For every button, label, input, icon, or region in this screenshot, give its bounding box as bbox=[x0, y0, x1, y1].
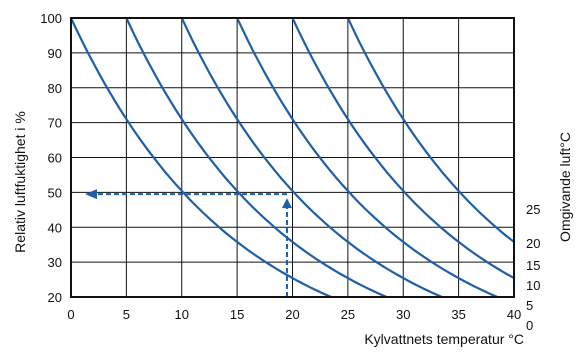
x-tick-25: 25 bbox=[341, 307, 355, 322]
curve-labels: 0 5 10 15 20 25 bbox=[526, 202, 540, 333]
x-tick-labels: 0 5 10 15 20 25 30 35 40 bbox=[67, 307, 521, 322]
y-tick-20: 20 bbox=[48, 290, 62, 305]
y-tick-30: 30 bbox=[48, 255, 62, 270]
right-axis-title: Omgivande luft°C bbox=[557, 132, 573, 242]
y-tick-labels: 20 30 40 50 60 70 80 90 100 bbox=[40, 11, 62, 305]
curve-10 bbox=[180, 18, 445, 297]
curve-label-10: 10 bbox=[526, 278, 540, 293]
y-tick-80: 80 bbox=[48, 81, 62, 96]
example-up-arrow bbox=[281, 198, 292, 209]
curve-20 bbox=[291, 18, 514, 280]
curves bbox=[71, 18, 514, 297]
y-tick-50: 50 bbox=[48, 185, 62, 200]
y-tick-90: 90 bbox=[48, 46, 62, 61]
x-tick-0: 0 bbox=[67, 307, 74, 322]
curve-0 bbox=[71, 18, 335, 297]
curve-label-20: 20 bbox=[526, 236, 540, 251]
curve-label-15: 15 bbox=[526, 258, 540, 273]
curve-label-0: 0 bbox=[526, 318, 533, 333]
curve-25 bbox=[346, 18, 514, 243]
y-tick-40: 40 bbox=[48, 220, 62, 235]
y-axis-title: Relativ luftfuktighet i % bbox=[12, 111, 28, 253]
example-reading bbox=[85, 189, 292, 297]
example-left-arrow bbox=[85, 189, 97, 200]
x-axis-title: Kylvattnets temperatur °C bbox=[364, 331, 524, 347]
y-tick-70: 70 bbox=[48, 116, 62, 131]
grid bbox=[70, 17, 515, 298]
x-tick-35: 35 bbox=[451, 307, 465, 322]
plot-border bbox=[70, 17, 515, 298]
plot-frame bbox=[70, 17, 515, 298]
curve-5 bbox=[125, 18, 390, 297]
curve-label-5: 5 bbox=[526, 298, 533, 313]
x-tick-15: 15 bbox=[230, 307, 244, 322]
x-tick-20: 20 bbox=[285, 307, 299, 322]
x-tick-10: 10 bbox=[175, 307, 189, 322]
y-tick-100: 100 bbox=[40, 11, 62, 26]
y-tick-60: 60 bbox=[48, 151, 62, 166]
curve-label-25: 25 bbox=[526, 202, 540, 217]
x-tick-5: 5 bbox=[123, 307, 130, 322]
x-tick-40: 40 bbox=[507, 307, 521, 322]
x-tick-30: 30 bbox=[396, 307, 410, 322]
curve-15 bbox=[236, 18, 501, 297]
